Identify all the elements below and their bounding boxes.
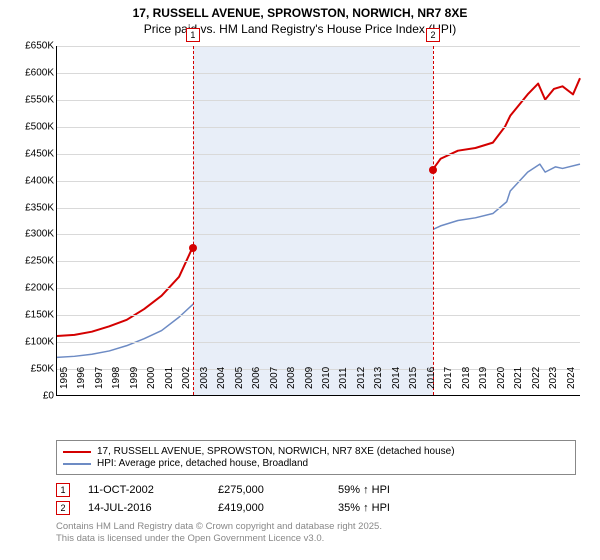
y-tick-label: £0 [10, 391, 54, 402]
plot-area: 12 [56, 46, 580, 396]
y-tick-label: £50K [10, 364, 54, 375]
y-tick-label: £650K [10, 41, 54, 52]
sale-marker-num: 2 [60, 503, 65, 513]
x-tick-label: 2007 [269, 367, 280, 389]
title-subtitle: Price paid vs. HM Land Registry's House … [10, 22, 590, 36]
x-tick-label: 2023 [548, 367, 559, 389]
legend-item: 17, RUSSELL AVENUE, SPROWSTON, NORWICH, … [63, 446, 569, 457]
gridline [57, 315, 580, 316]
x-tick-label: 2019 [478, 367, 489, 389]
legend-swatch-icon [63, 451, 91, 453]
sale-price: £275,000 [218, 484, 338, 496]
gridline [57, 208, 580, 209]
sale-vline [193, 46, 194, 395]
x-tick-label: 2022 [531, 367, 542, 389]
x-tick-label: 2001 [164, 367, 175, 389]
x-tick-label: 2014 [391, 367, 402, 389]
x-tick-label: 2000 [146, 367, 157, 389]
sale-date: 14-JUL-2016 [88, 502, 218, 514]
y-tick-label: £150K [10, 310, 54, 321]
x-tick-label: 1997 [94, 367, 105, 389]
y-tick-label: £500K [10, 121, 54, 132]
x-tick-label: 2015 [408, 367, 419, 389]
gridline [57, 73, 580, 74]
y-tick-label: £200K [10, 283, 54, 294]
sale-marker-box: 2 [426, 28, 440, 42]
sale-marker-num: 1 [60, 485, 65, 495]
chart-container: 17, RUSSELL AVENUE, SPROWSTON, NORWICH, … [0, 0, 600, 560]
title-block: 17, RUSSELL AVENUE, SPROWSTON, NORWICH, … [0, 0, 600, 38]
sale-row: 1 11-OCT-2002 £275,000 59% ↑ HPI [56, 483, 576, 497]
x-tick-label: 2002 [181, 367, 192, 389]
sale-marker-box: 1 [186, 28, 200, 42]
sale-price: £419,000 [218, 502, 338, 514]
x-tick-label: 2010 [321, 367, 332, 389]
x-tick-label: 1999 [129, 367, 140, 389]
gridline [57, 127, 580, 128]
legend-swatch-icon [63, 463, 91, 465]
gridline [57, 46, 580, 47]
legend-frame: 17, RUSSELL AVENUE, SPROWSTON, NORWICH, … [56, 440, 576, 475]
y-tick-label: £450K [10, 148, 54, 159]
x-tick-label: 2012 [356, 367, 367, 389]
sale-date: 11-OCT-2002 [88, 484, 218, 496]
x-tick-label: 2008 [286, 367, 297, 389]
x-tick-label: 2018 [461, 367, 472, 389]
x-tick-label: 2024 [566, 367, 577, 389]
legend-item: HPI: Average price, detached house, Broa… [63, 458, 569, 469]
x-tick-label: 1998 [111, 367, 122, 389]
gridline [57, 181, 580, 182]
y-tick-label: £600K [10, 67, 54, 78]
title-address: 17, RUSSELL AVENUE, SPROWSTON, NORWICH, … [10, 6, 590, 20]
sale-dot-icon [429, 166, 437, 174]
x-tick-label: 2013 [373, 367, 384, 389]
y-tick-label: £300K [10, 229, 54, 240]
attribution-line: Contains HM Land Registry data © Crown c… [56, 521, 576, 533]
sale-row: 2 14-JUL-2016 £419,000 35% ↑ HPI [56, 501, 576, 515]
gridline [57, 288, 580, 289]
sale-hpi: 35% ↑ HPI [338, 502, 576, 514]
chart-area: 12 £0 £50K £100K £150K £200K £250K £300K £350K £… [10, 42, 590, 432]
sale-dot-icon [189, 244, 197, 252]
legend-label: 17, RUSSELL AVENUE, SPROWSTON, NORWICH, … [97, 446, 455, 457]
attribution-line: This data is licensed under the Open Gov… [56, 533, 576, 545]
x-tick-label: 2009 [304, 367, 315, 389]
legend-and-footer: 17, RUSSELL AVENUE, SPROWSTON, NORWICH, … [56, 440, 576, 546]
attribution: Contains HM Land Registry data © Crown c… [56, 521, 576, 546]
x-tick-label: 1996 [76, 367, 87, 389]
y-tick-label: £400K [10, 175, 54, 186]
x-tick-label: 2005 [234, 367, 245, 389]
y-tick-label: £350K [10, 202, 54, 213]
gridline [57, 261, 580, 262]
x-tick-label: 1995 [59, 367, 70, 389]
gridline [57, 234, 580, 235]
sale-marker-icon: 1 [56, 483, 70, 497]
x-tick-label: 2011 [338, 367, 349, 389]
sale-hpi: 59% ↑ HPI [338, 484, 576, 496]
y-tick-label: £250K [10, 256, 54, 267]
legend-label: HPI: Average price, detached house, Broa… [97, 458, 308, 469]
x-tick-label: 2016 [426, 367, 437, 389]
x-tick-label: 2020 [496, 367, 507, 389]
x-tick-label: 2004 [216, 367, 227, 389]
x-tick-label: 2003 [199, 367, 210, 389]
sale-rows: 1 11-OCT-2002 £275,000 59% ↑ HPI 2 14-JU… [56, 483, 576, 515]
sale-marker-icon: 2 [56, 501, 70, 515]
x-tick-label: 2017 [443, 367, 454, 389]
x-tick-label: 2021 [513, 367, 524, 389]
sale-vline [433, 46, 434, 395]
y-tick-label: £550K [10, 94, 54, 105]
y-tick-label: £100K [10, 337, 54, 348]
gridline [57, 100, 580, 101]
gridline [57, 154, 580, 155]
x-tick-label: 2006 [251, 367, 262, 389]
gridline [57, 342, 580, 343]
